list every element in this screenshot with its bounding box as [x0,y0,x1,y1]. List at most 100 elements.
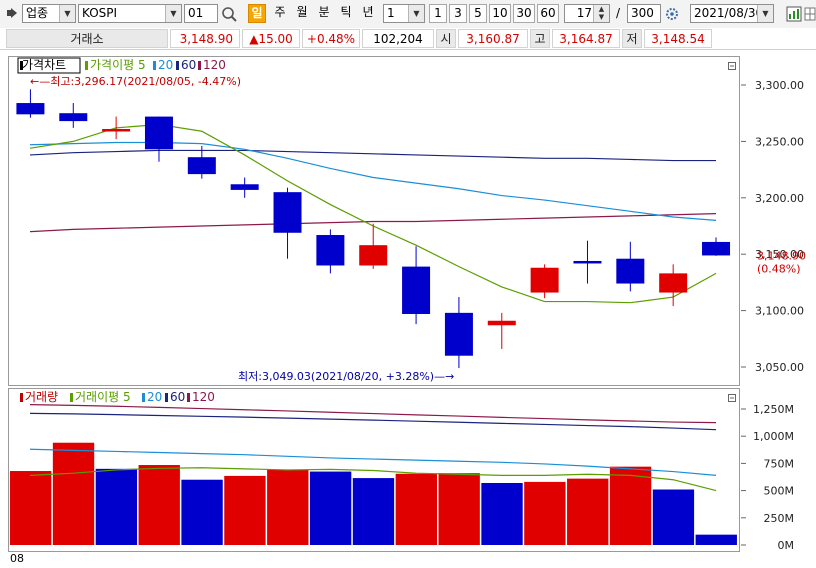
high-label: 고 [530,29,550,48]
period-button-0[interactable]: 주 [274,5,286,19]
interval-select[interactable]: 1 ▼ [383,4,425,23]
candle-body [487,320,516,326]
period-button-2[interactable]: 분 [318,5,330,19]
pin-icon[interactable] [6,7,18,19]
y-axis-area [741,56,808,388]
grid-icon[interactable] [804,6,816,22]
candle-body [187,157,216,175]
volume-bar [224,475,266,545]
interval-button-60[interactable]: 60 [537,4,559,23]
candle-body [573,260,602,264]
display-count-value: 17 [576,6,592,20]
ma120-line [30,212,717,233]
interval-value: 1 [387,6,395,20]
spinner-icon[interactable]: ▲ ▼ [593,5,609,22]
candle-body [616,258,645,284]
volume-bar [181,479,223,545]
candle-body [102,128,131,132]
current-price-label: 3,148.90 [757,249,806,262]
legend-marker [153,61,156,70]
period-button-1[interactable]: 월 [296,5,308,19]
candle-body [59,113,88,122]
chevron-down-icon: ▼ [408,5,424,22]
code-input[interactable]: 01 [184,4,218,23]
y-tick-label: 3,050.00 [755,361,804,374]
volume-bar [10,471,52,545]
ma20-line [30,141,717,221]
legend-title: 가격차트 [22,58,66,72]
volume-bar [52,442,95,545]
candle-body [359,245,388,266]
y-tick-label: 1,000M [753,430,794,443]
vol-ma20-line [30,448,717,476]
y-axis-area [741,388,808,556]
code-value: 01 [188,6,204,20]
volume-bar [609,466,652,545]
open-price: 3,160.87 [458,29,528,48]
open-label: 시 [436,29,456,48]
count-separator: / [616,6,621,20]
legend-marker [165,393,168,402]
vol-ma60-line [30,412,717,431]
x-axis-month-label: 08 [10,552,24,565]
legend-ma60: 60 [181,58,196,72]
date-value: 2021/08/30 [694,6,764,20]
settings-icon[interactable] [664,6,680,22]
y-tick-label: 3,150.00 [755,248,804,261]
quote-bar: 거래소 3,148.90 ▲15.00 +0.48% 102,204 시 3,1… [0,28,816,50]
change-rate: +0.48% [302,29,360,48]
y-tick-label: 3,250.00 [755,135,804,148]
toolbar: 업종 ▼ KOSPI ▼ 01 일 1 ▼ 17 ▲ ▼ / 300 2021/0… [0,0,816,29]
high-annotation: ←—최고:3,296.17(2021/08/05, -4.47%) [30,75,241,88]
ma60-line [30,149,717,162]
volume-bar [309,471,352,545]
legend-marker [187,393,190,402]
legend-marker [70,393,73,402]
volume-bar [695,534,737,545]
total-count-input[interactable]: 300 [627,4,661,23]
interval-button-10[interactable]: 10 [489,4,511,23]
display-count-input[interactable]: 17 ▲ ▼ [564,4,610,23]
panel-settings-icon[interactable] [728,391,736,402]
y-tick-label: 1,250M [753,403,794,416]
legend-ma120: 120 [203,58,226,72]
y-tick-label: 3,200.00 [755,192,804,205]
y-tick-label: 250M [764,512,795,525]
candle-body [273,192,302,233]
volume-legend-title: 거래량 [25,390,58,404]
interval-button-30[interactable]: 30 [513,4,535,23]
candle-body [530,267,559,293]
volume-bar [567,478,609,545]
volume-bar [352,478,395,545]
legend-marker [176,61,179,70]
search-icon[interactable] [220,5,238,23]
price-chart[interactable]: 3,300.00 3,250.00 3,200.00 3,150.00 3,100.00… [0,56,808,388]
legend-marker [20,61,23,70]
date-select[interactable]: 2021/08/30 ▼ [690,4,774,23]
period-button-3[interactable]: 틱 [340,5,352,19]
volume-chart[interactable]: 1,250M 1,000M 750M 500M 250M 0M 거래량 거래이평 5 20 60 1… [0,388,808,556]
low-price: 3,148.54 [644,29,712,48]
candle-body [316,235,345,266]
interval-button-3[interactable]: 3 [449,4,467,23]
vol-ma5-line [30,467,717,492]
index-name-select[interactable]: KOSPI ▼ [78,4,182,23]
volume-bar [95,468,138,545]
index-name-value: KOSPI [82,6,118,20]
y-tick-label: 3,100.00 [755,305,804,318]
period-button-4[interactable]: 년 [362,5,374,19]
volume-legend-ma20: 20 [147,390,162,404]
candle-body [144,116,173,150]
interval-button-1[interactable]: 1 [429,4,447,23]
interval-button-5[interactable]: 5 [469,4,487,23]
market-select[interactable]: 업종 ▼ [22,4,76,23]
candle-body [402,266,431,314]
price-change: ▲15.00 [242,29,300,48]
candle-body [16,103,45,115]
period-day-button[interactable]: 일 [248,4,266,23]
panel-settings-icon[interactable] [728,59,736,70]
chevron-down-icon: ▼ [757,5,773,22]
calculator-icon[interactable] [786,6,802,22]
legend-ma20: 20 [158,58,173,72]
vol-ma120-line [30,404,717,424]
